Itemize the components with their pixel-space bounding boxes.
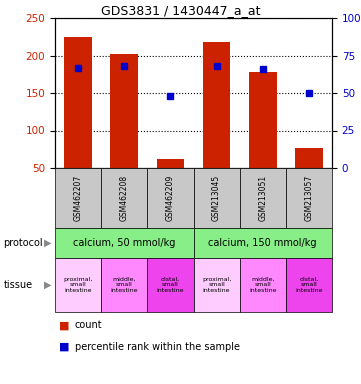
Text: GSM462207: GSM462207 [74,175,83,221]
Bar [110,54,138,168]
Bar [157,159,184,168]
Text: ■: ■ [58,341,69,352]
Text: GSM462208: GSM462208 [120,175,129,221]
Text: middle,
small
intestine: middle, small intestine [110,277,138,293]
Text: calcium, 50 mmol/kg: calcium, 50 mmol/kg [73,238,175,248]
Text: calcium, 150 mmol/kg: calcium, 150 mmol/kg [209,238,317,248]
Bar [64,37,92,168]
Text: GSM213051: GSM213051 [258,175,267,221]
Text: middle,
small
intestine: middle, small intestine [249,277,277,293]
Text: ▶: ▶ [44,238,51,248]
Text: ▶: ▶ [44,280,51,290]
Text: distal,
small
intestine: distal, small intestine [157,277,184,293]
Text: GSM213057: GSM213057 [304,175,313,221]
Text: tissue: tissue [4,280,33,290]
Text: protocol: protocol [4,238,43,248]
Text: proximal,
small
intestine: proximal, small intestine [202,277,231,293]
Text: GDS3831 / 1430447_a_at: GDS3831 / 1430447_a_at [101,4,260,17]
Bar [295,148,323,168]
Text: GSM213045: GSM213045 [212,175,221,221]
Bar [249,72,277,168]
Bar [203,42,230,168]
Text: ■: ■ [58,320,69,331]
Text: count: count [75,320,103,331]
Text: proximal,
small
intestine: proximal, small intestine [64,277,93,293]
Text: percentile rank within the sample: percentile rank within the sample [75,341,240,352]
Text: distal,
small
intestine: distal, small intestine [295,277,323,293]
Text: GSM462209: GSM462209 [166,175,175,221]
